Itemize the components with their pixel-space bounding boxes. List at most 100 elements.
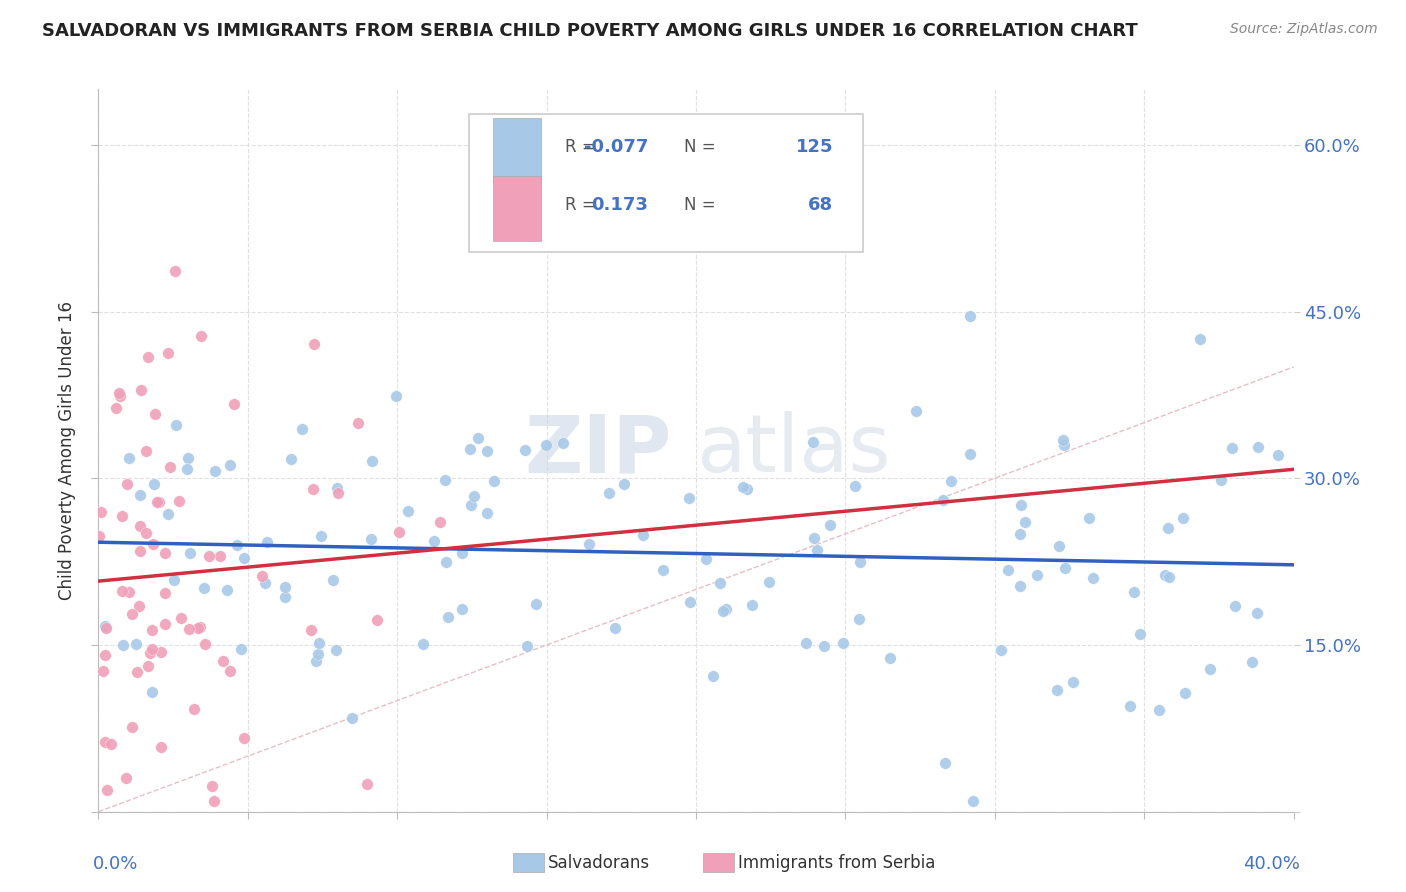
Point [136,350,159,364]
Point [177,622,200,636]
Point [412,637,434,651]
Point [163,573,186,587]
Point [360,454,382,468]
Point [202,794,225,808]
Text: 0.173: 0.173 [592,195,648,213]
Point [1189,332,1212,346]
Point [108,385,131,400]
Point [194,637,217,651]
Point [1122,585,1144,599]
Point [128,488,150,502]
Point [128,543,150,558]
Text: Source: ZipAtlas.com: Source: ZipAtlas.com [1230,22,1378,37]
Point [844,479,866,493]
Point [183,702,205,716]
Point [108,389,131,403]
Point [1014,515,1036,529]
Point [218,664,240,678]
Point [1083,571,1105,585]
Point [451,546,474,560]
Point [702,669,724,683]
Point [87,529,110,543]
Point [939,474,962,488]
Point [997,563,1019,577]
Point [274,590,297,604]
Point [127,665,149,679]
Point [148,495,170,509]
Point [1222,441,1244,455]
Point [513,442,536,457]
Point [436,609,458,624]
Point [274,580,297,594]
Point [141,685,163,699]
Point [714,602,737,616]
Point [1267,448,1289,462]
Point [145,495,167,509]
Point [1046,682,1069,697]
Point [678,491,700,505]
Point [433,474,456,488]
Point [129,518,152,533]
Point [165,417,187,432]
Text: Salvadorans: Salvadorans [548,854,651,871]
Point [1077,510,1099,524]
Point [121,607,143,622]
Point [125,636,148,650]
Point [311,529,333,543]
Point [849,555,872,569]
Point [679,595,702,609]
Point [1008,579,1031,593]
Point [156,346,179,360]
Text: N =: N = [685,195,721,213]
Point [136,659,159,673]
Point [458,442,481,457]
Text: 0.0%: 0.0% [93,855,138,873]
Text: 68: 68 [808,195,834,213]
Point [1154,568,1177,582]
Point [551,435,574,450]
Text: SALVADORAN VS IMMIGRANTS FROM SERBIA CHILD POVERTY AMONG GIRLS UNDER 16 CORRELAT: SALVADORAN VS IMMIGRANTS FROM SERBIA CHI… [42,22,1137,40]
Point [128,599,150,613]
Point [121,720,143,734]
Point [340,711,363,725]
Point [1052,433,1074,447]
Point [832,636,855,650]
Point [307,647,329,661]
Point [578,537,600,551]
Point [167,493,190,508]
Point [1241,655,1264,669]
Point [603,621,626,635]
Text: Immigrants from Serbia: Immigrants from Serbia [738,854,935,871]
Point [299,624,322,638]
Point [142,476,165,491]
Point [818,518,841,533]
Point [159,460,181,475]
Point [141,623,163,637]
Point [326,481,349,495]
Point [1053,438,1076,452]
Point [356,777,378,791]
Point [149,739,172,754]
Point [91,664,114,678]
Point [360,532,382,546]
Point [163,264,186,278]
Point [1223,599,1246,614]
Point [1198,662,1220,676]
Point [366,613,388,627]
Point [305,654,328,668]
Point [905,404,928,418]
Point [482,474,505,488]
Text: R =: R = [565,195,600,213]
Point [879,651,901,665]
Point [201,779,224,793]
Point [932,493,955,508]
Point [477,444,499,458]
Point [115,771,138,785]
Point [153,585,176,599]
FancyBboxPatch shape [470,114,863,252]
Point [436,555,458,569]
Text: ZIP: ZIP [524,411,672,490]
Point [598,485,620,500]
Point [1010,498,1032,512]
Point [1157,521,1180,535]
